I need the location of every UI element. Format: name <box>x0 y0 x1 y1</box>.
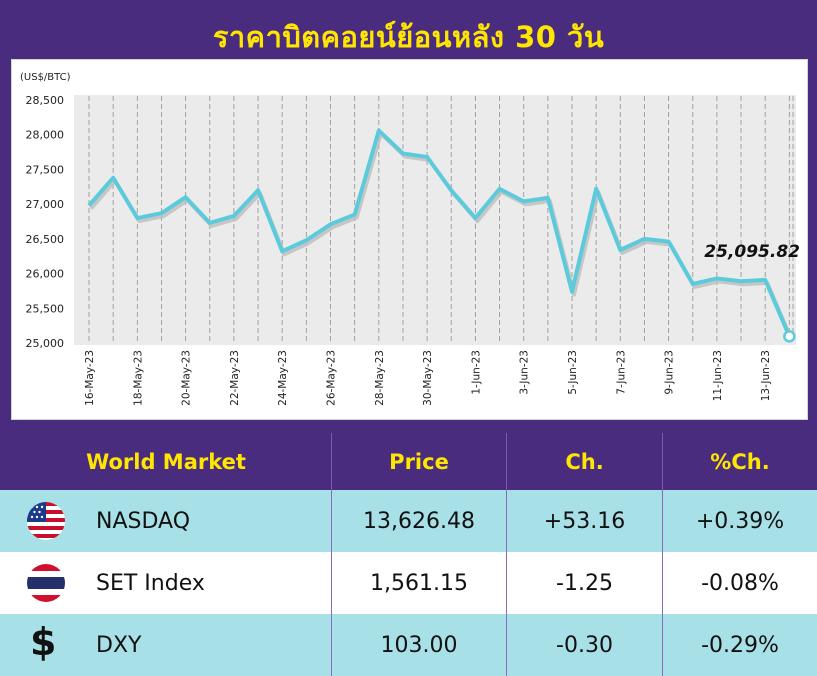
header-world-market: World Market <box>0 433 332 490</box>
chart-area: (US$/BTC) 25,000 25,500 26,000 26,500 27,000 2… <box>11 59 808 420</box>
y-tick-label: 25,000 <box>26 337 65 350</box>
us-flag-icon <box>27 502 65 540</box>
market-percent-change: -0.29% <box>701 632 779 658</box>
x-tick-label: 11-Jun-23 <box>712 350 724 401</box>
table-row: $ DXY 103.00 -0.30 -0.29% <box>0 614 817 676</box>
bitcoin-price-chart: (US$/BTC) 25,000 25,500 26,000 26,500 27,000 2… <box>20 72 800 406</box>
x-tick-label: 5-Jun-23 <box>567 350 579 395</box>
market-percent-change: +0.39% <box>695 508 785 534</box>
plot-background <box>74 95 796 345</box>
header-change: Ch. <box>507 433 663 490</box>
header-label: World Market <box>86 449 246 474</box>
market-name: NASDAQ <box>96 508 191 534</box>
series-line <box>87 128 792 338</box>
x-tick-label: 1-Jun-23 <box>470 350 482 395</box>
chart-title: ราคาบิตคอยน์ย้อนหลัง 30 วัน <box>212 20 605 54</box>
x-tick-label: 28-May-23 <box>374 350 386 406</box>
x-tick-label: 24-May-23 <box>277 350 289 406</box>
market-price: 103.00 <box>332 614 507 676</box>
market-name-cell: SET Index <box>0 552 332 614</box>
market-name-cell: $ DXY <box>0 614 332 676</box>
market-change: -1.25 <box>507 552 663 614</box>
y-tick-label: 27,500 <box>26 163 65 176</box>
market-percent-change: -0.08% <box>701 570 779 596</box>
world-market-table: World Market Price Ch. %Ch. <box>0 433 817 676</box>
dollar-sign-icon: $ <box>30 620 57 664</box>
table-row: NASDAQ 13,626.48 +53.16 +0.39% <box>0 490 817 552</box>
y-tick-label: 26,000 <box>26 268 65 281</box>
chart-panel: ราคาบิตคอยน์ย้อนหลัง 30 วัน (US$/BTC) 25,… <box>11 20 808 420</box>
table-header-row: World Market Price Ch. %Ch. <box>0 433 817 490</box>
x-tick-label: 16-May-23 <box>84 350 96 406</box>
header-percent-change: %Ch. <box>710 449 770 474</box>
market-change: -0.30 <box>507 614 663 676</box>
market-change: +53.16 <box>507 490 663 552</box>
y-tick-label: 27,000 <box>26 198 65 211</box>
market-name: DXY <box>96 632 142 658</box>
header-price: Price <box>332 433 507 490</box>
y-axis-unit: (US$/BTC) <box>20 72 71 83</box>
market-name-cell: NASDAQ <box>0 490 332 552</box>
market-price: 1,561.15 <box>332 552 507 614</box>
x-tick-label: 20-May-23 <box>181 350 193 406</box>
thai-flag-icon <box>27 564 65 602</box>
x-tick-label: 26-May-23 <box>326 350 338 406</box>
x-tick-label: 3-Jun-23 <box>519 350 531 395</box>
x-tick-label: 18-May-23 <box>132 350 144 406</box>
y-tick-label: 28,500 <box>26 94 65 107</box>
market-price: 13,626.48 <box>332 490 507 552</box>
last-value-label: 25,095.82 <box>704 242 800 262</box>
market-name: SET Index <box>96 570 205 596</box>
x-tick-label: 9-Jun-23 <box>664 350 676 395</box>
last-point-marker <box>783 330 796 343</box>
y-tick-label: 28,000 <box>26 129 65 142</box>
x-tick-label: 30-May-23 <box>422 350 434 406</box>
table-row: SET Index 1,561.15 -1.25 -0.08% <box>0 552 817 614</box>
y-tick-label: 25,500 <box>26 302 65 315</box>
x-tick-label: 22-May-23 <box>229 350 241 406</box>
x-tick-label: 13-Jun-23 <box>760 350 772 401</box>
x-tick-label: 7-Jun-23 <box>615 350 627 395</box>
y-tick-label: 26,500 <box>26 233 65 246</box>
